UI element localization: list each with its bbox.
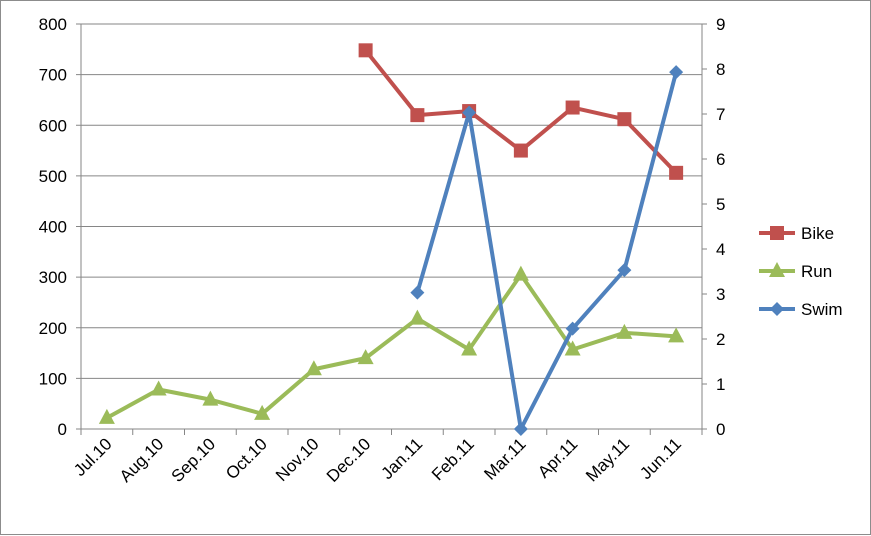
y2-tick-label: 8: [716, 60, 725, 79]
x-tick-label: Jun.11: [636, 434, 685, 483]
y2-tick-label: 7: [716, 105, 725, 124]
series-run-point: [98, 408, 115, 424]
x-tick-label: Feb.11: [428, 434, 478, 484]
y-tick-label: 600: [39, 116, 67, 135]
series-swim-point: [565, 321, 580, 336]
y-tick-label: 0: [58, 420, 67, 439]
series-run-point: [202, 390, 219, 406]
x-tick-label: Dec.10: [323, 434, 375, 486]
y2-tick-label: 6: [716, 150, 725, 169]
y2-tick-label: 5: [716, 195, 725, 214]
legend-run-label: Run: [801, 262, 832, 281]
y2-tick-label: 4: [716, 240, 725, 259]
plot-series: [98, 43, 685, 436]
series-swim: [410, 65, 684, 436]
series-run-point: [305, 360, 322, 376]
series-run-point: [409, 309, 426, 325]
x-tick-label: Nov.10: [272, 434, 323, 485]
legend: Bike Run Swim: [759, 224, 843, 319]
series-run-point: [150, 380, 167, 396]
y-tick-label: 400: [39, 218, 67, 237]
legend-item-swim: Swim: [759, 300, 843, 319]
y2-tick-label: 3: [716, 285, 725, 304]
legend-bike-marker: [770, 226, 784, 240]
y-tick-label: 700: [39, 66, 67, 85]
x-tick-label: Aug.10: [116, 434, 168, 486]
series-run-line: [105, 272, 677, 420]
x-tick-label: Oct.10: [222, 434, 271, 483]
series-swim-point: [462, 105, 477, 120]
series-run-point: [357, 349, 374, 365]
legend-item-bike: Bike: [759, 224, 834, 243]
x-tick-label: Jul.10: [70, 434, 116, 480]
y2-tick-label: 2: [716, 330, 725, 349]
series-bike-point: [617, 112, 632, 127]
series-bike-point: [565, 100, 580, 115]
x-tick-label: Jan.11: [378, 434, 427, 483]
y2-tick-label: 0: [716, 420, 725, 439]
legend-run-marker: [769, 262, 785, 277]
series-swim-point: [410, 285, 425, 300]
x-tick-label: Sep.10: [168, 434, 220, 486]
x-axis-ticks: Jul.10 Aug.10 Sep.10 Oct.10 Nov.10 Dec.10 Jan.…: [70, 429, 703, 486]
series-swim-point: [669, 65, 684, 80]
gridlines: [81, 23, 702, 379]
series-run-point: [668, 327, 685, 343]
series-run-point: [616, 323, 633, 339]
x-tick-label: May.11: [582, 434, 633, 485]
legend-item-run: Run: [759, 262, 832, 281]
series-swim-line: [415, 71, 679, 431]
y-tick-label: 100: [39, 369, 67, 388]
series-swim-point: [513, 422, 528, 436]
y-axis-right-ticks: 0 1 2 3 4 5 6 7 8 9: [702, 15, 725, 439]
x-tick-label: Apr.11: [534, 434, 581, 481]
y-tick-label: 500: [39, 167, 67, 186]
y-tick-label: 800: [39, 15, 67, 34]
series-bike-point: [410, 108, 425, 123]
series-bike-point: [358, 43, 373, 58]
legend-swim-marker: [770, 302, 784, 316]
series-bike: [358, 43, 684, 180]
legend-swim-label: Swim: [801, 300, 843, 319]
y-axis-left-ticks: 0 100 200 300 400 500 600 700 800: [39, 15, 81, 439]
series-bike-point: [669, 165, 684, 180]
series-run-point: [461, 340, 478, 356]
series-run-point: [564, 340, 581, 356]
x-tick-label: Mar.11: [480, 434, 529, 483]
y2-tick-label: 1: [716, 375, 725, 394]
legend-bike-label: Bike: [801, 224, 834, 243]
series-run: [98, 265, 685, 424]
series-run-point: [254, 404, 271, 420]
y2-tick-label: 9: [716, 15, 725, 34]
y-tick-label: 300: [39, 268, 67, 287]
series-bike-point: [513, 143, 528, 158]
series-run-point: [512, 265, 529, 281]
y-tick-label: 200: [39, 319, 67, 338]
series-swim-point: [617, 263, 632, 278]
